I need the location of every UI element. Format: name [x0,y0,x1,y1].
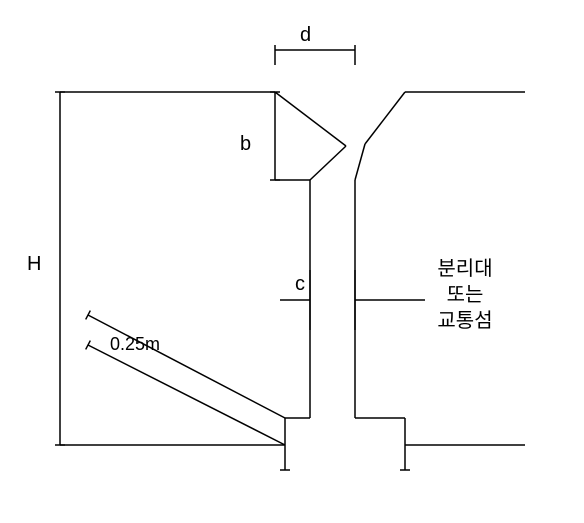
svg-text:분리대: 분리대 [437,257,492,280]
svg-text:c: c [295,273,305,295]
svg-text:b: b [240,133,251,155]
svg-text:0.25m: 0.25m [110,334,160,354]
svg-text:교통섬: 교통섬 [437,309,492,332]
svg-text:H: H [27,253,41,275]
svg-text:d: d [300,24,311,46]
svg-text:또는: 또는 [447,284,484,306]
